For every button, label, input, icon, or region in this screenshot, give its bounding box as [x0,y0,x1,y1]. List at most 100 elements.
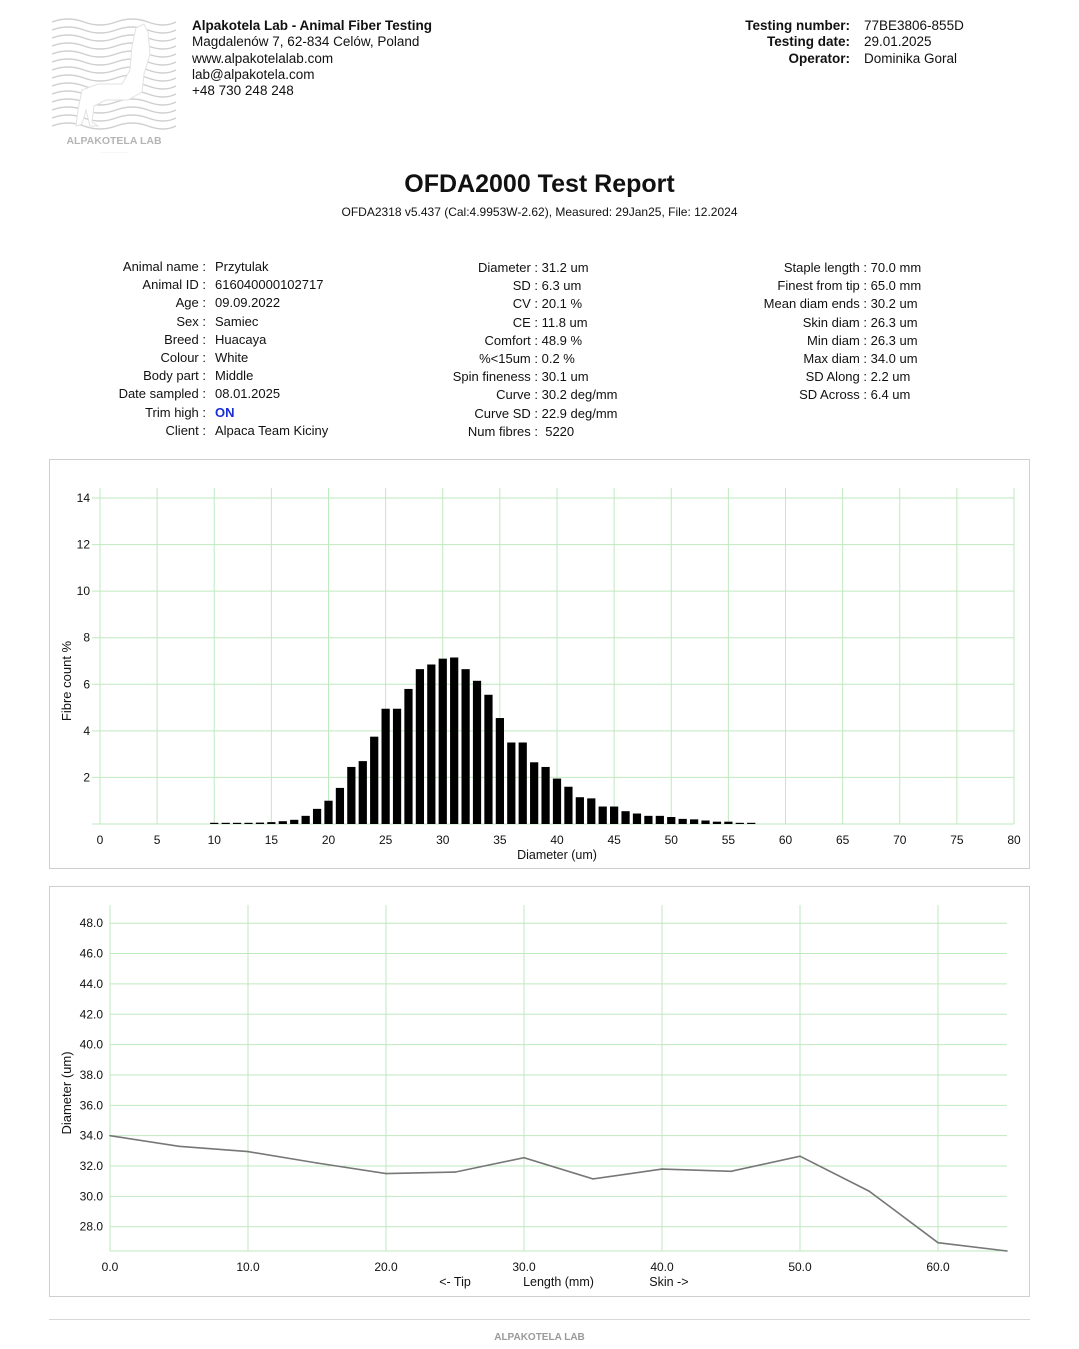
field-label: Date sampled : [118,386,206,402]
histogram-bar [575,797,584,824]
profile-point [1006,1250,1008,1252]
profile-point [316,1162,318,1164]
stat-row: CE : 11.8 um [400,314,618,332]
skin-direction-label: Skin -> [649,1275,688,1289]
histogram-bar [712,821,722,824]
histogram-bar [747,822,756,824]
histogram-bar [324,800,333,824]
animal-row: Sex : Samiec [60,313,328,331]
profile-point [661,1168,663,1170]
field-value: 09.09.2022 [215,295,281,311]
histogram-bar [244,822,253,824]
animal-row: Age : 09.09.2022 [60,294,328,312]
field-label: Animal ID : [142,277,206,293]
x-tick-label: 30.0 [512,1260,536,1274]
x-tick-label: 10 [208,833,222,847]
field-label: Trim high : [145,404,206,420]
field-label: Body part : [143,368,206,384]
field-value: Middle [215,368,254,384]
animal-row: Trim high : ON [60,404,328,422]
report-subtitle: OFDA2318 v5.437 (Cal:4.9953W-2.62), Meas… [341,205,738,219]
field-label: Colour : [160,350,206,366]
stat-value: 22.9 deg/mm [538,405,618,421]
field-label: Age : [175,295,206,311]
histogram-bar [370,736,379,824]
stat-label: Mean diam ends : [763,296,867,312]
animal-row: Client : Alpaca Team Kiciny [60,422,329,440]
x-tick-label: 60 [779,833,793,847]
trim-high-status: ON [215,404,235,420]
y-tick-label: 12 [77,538,91,552]
testing-date-label: Testing date: [766,34,850,50]
stat-row: Curve : 30.2 deg/mm [400,386,618,404]
histogram-bar [267,822,276,824]
histogram-bar [724,821,733,824]
x-tick-label: 70 [893,833,907,847]
stat-row: Comfort : 48.9 % [400,332,618,350]
stat-label: Diameter : [478,260,538,275]
y-tick-label: 46.0 [80,947,104,961]
x-tick-label: 30 [436,833,450,847]
histogram-bar [484,694,493,824]
profile-point [454,1171,456,1173]
stat-value: 30.2 deg/mm [538,387,618,403]
y-tick-label: 8 [83,631,90,645]
profile-point [109,1134,111,1137]
field-value: 08.01.2025 [215,386,281,402]
testing-date-row: Testing date: 29.01.2025 [700,34,964,50]
field-label: Breed : [164,331,206,347]
stat-value: 6.3 um [538,278,582,294]
histogram-bar [210,822,219,824]
operator-value: Dominika Goral [864,50,958,66]
histogram-bar [278,821,287,824]
x-axis-label: Diameter (um) [517,848,597,862]
histogram-bar [701,820,710,824]
field-value: Huacaya [215,331,267,347]
stat-row: Finest from tip : 65.0 mm [700,277,921,295]
lab-email[interactable]: lab@alpakotela.com [192,66,315,82]
y-tick-label: 28.0 [80,1220,104,1234]
histogram-bar [232,822,242,824]
footer-logo-text: ALPAKOTELA LAB [494,1332,585,1343]
stat-row: Num fibres : 5220 [400,423,618,441]
stat-row: Curve SD : 22.9 deg/mm [400,405,618,423]
histogram-bar [689,819,699,824]
x-tick-label: 0 [97,833,104,847]
alpaca-logo-icon: ALPAKOTELA LAB ····················· [51,18,177,155]
histogram-bar [564,786,573,824]
x-tick-label: 45 [607,833,621,847]
svg-text:·····················: ····················· [100,150,128,155]
profile-point [247,1150,249,1153]
lab-website[interactable]: www.alpakotelalab.com [192,50,334,66]
stat-value: 20.1 % [538,296,583,312]
histogram-bar [518,742,527,824]
lab-logo: ALPAKOTELA LAB ····················· [48,14,180,162]
histogram-bar [312,808,322,824]
animal-row: Date sampled : 08.01.2025 [60,385,328,403]
profile-point [799,1155,801,1157]
testing-number-row: Testing number: 77BE3806-855D [700,18,964,34]
histogram-bar [541,766,550,824]
stat-value: 31.2 um [538,260,589,275]
field-value: Alpaca Team Kiciny [215,422,329,438]
x-tick-label: 55 [722,833,736,847]
y-tick-label: 36.0 [80,1098,104,1112]
lab-contact: Alpakotela Lab - Animal Fiber Testing Ma… [192,18,432,99]
x-tick-label: 25 [379,833,393,847]
footer-divider [49,1319,1030,1320]
stat-value: 26.3 um [867,332,918,348]
stat-value: 5220 [538,423,575,439]
stat-value: 48.9 % [538,332,583,348]
tip-direction-label: <- Tip [439,1275,471,1289]
stat-row: Diameter : 31.2 um [400,259,618,277]
report-title: OFDA2000 Test Report [404,170,675,198]
stat-row: Spin fineness : 30.1 um [400,368,618,386]
y-tick-label: 6 [83,677,90,691]
profile-point [730,1170,732,1173]
animal-info: Animal name : Przytulak Animal ID : 616040… [60,258,329,440]
profile-point [523,1156,525,1159]
stat-row: Max diam : 34.0 um [700,350,921,368]
histogram-bar [530,762,539,824]
x-tick-label: 75 [950,833,964,847]
stat-label: Spin fineness : [452,369,538,385]
